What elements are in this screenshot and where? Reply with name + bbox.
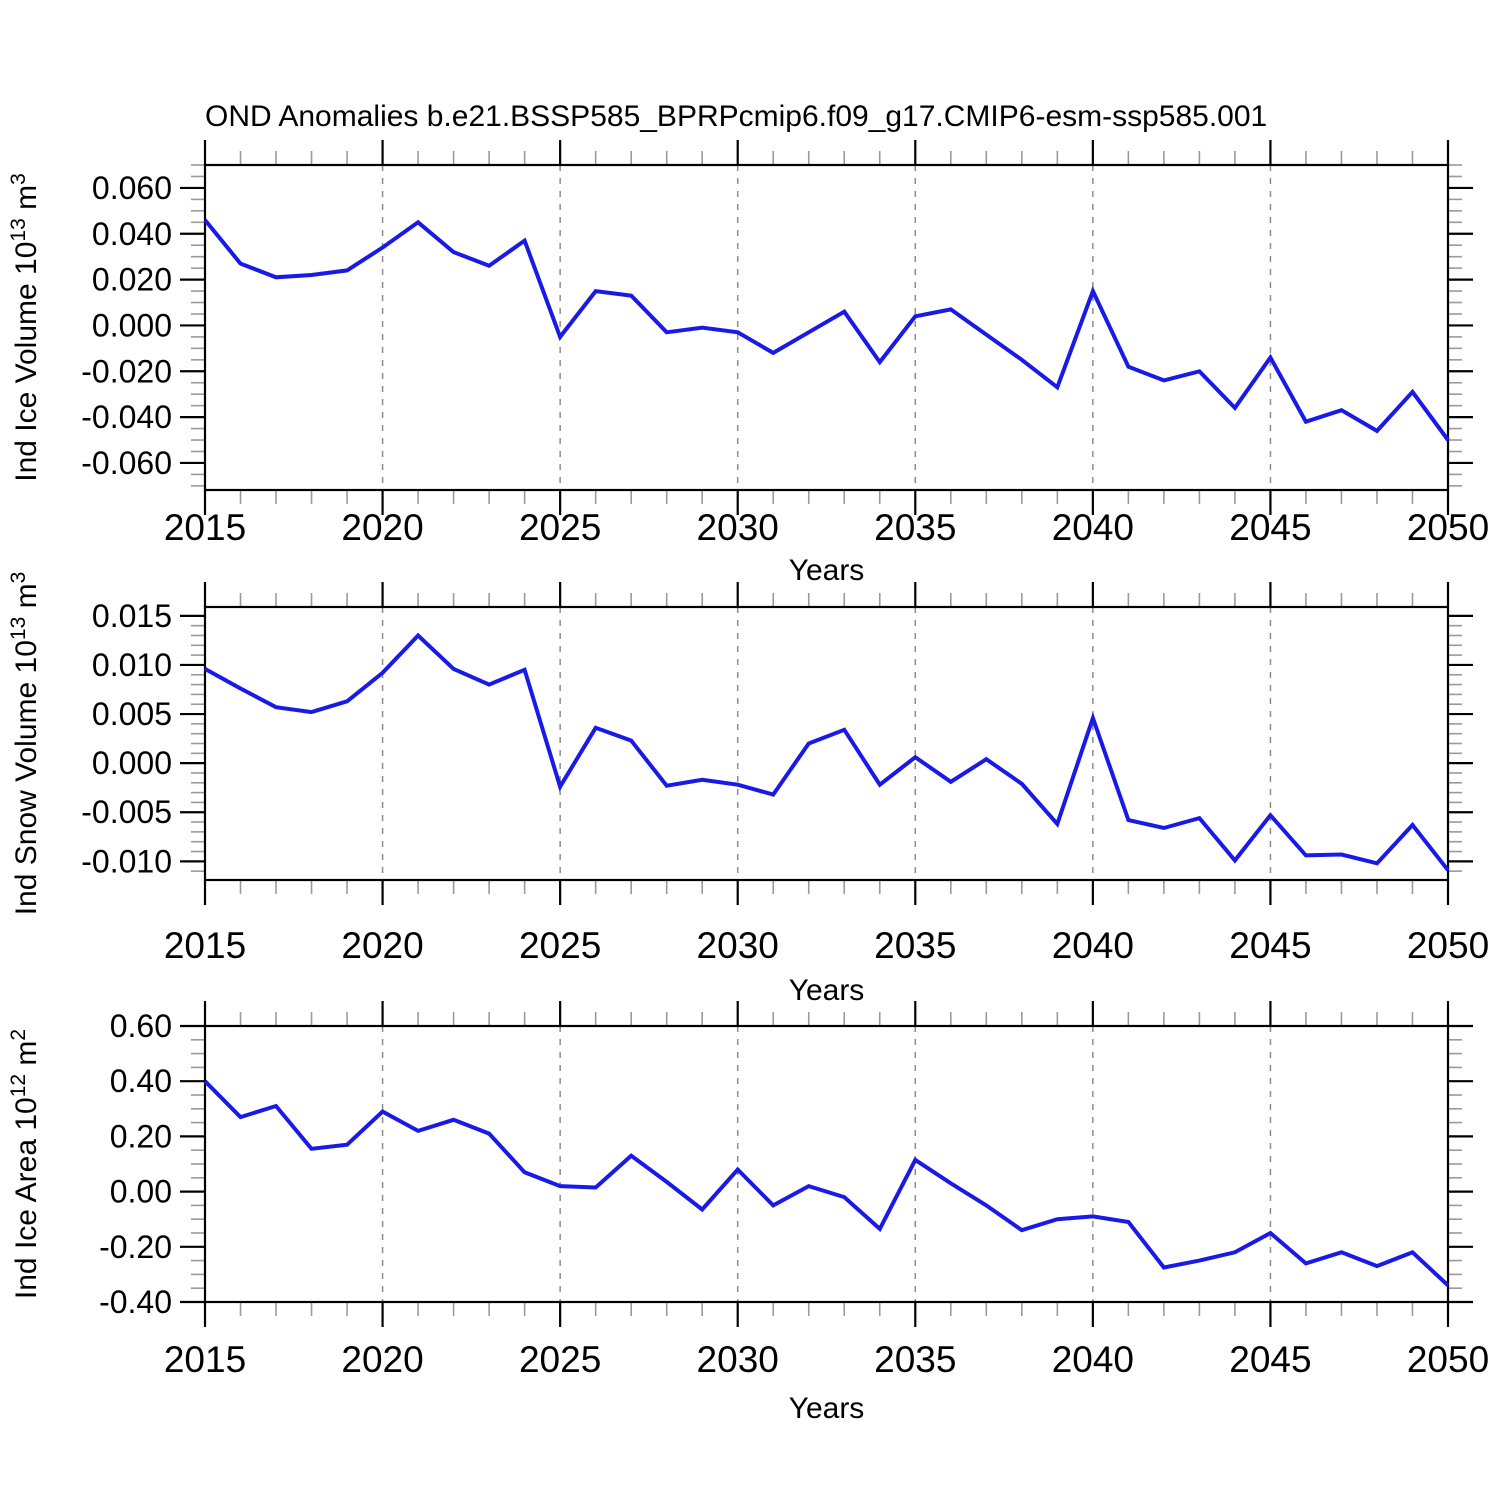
x-tick-label: 2040 <box>1052 1339 1134 1380</box>
plot-frame <box>203 1024 1450 1304</box>
y-tick-label: -0.40 <box>99 1284 172 1320</box>
x-axis-title: Years <box>789 974 865 1007</box>
series-line-ind-snow-volume <box>204 632 1450 872</box>
x-tick-label: 2025 <box>519 925 601 966</box>
y-tick-label: 0.010 <box>92 647 172 683</box>
y-tick-label: -0.20 <box>99 1229 172 1265</box>
x-tick-label: 2045 <box>1229 925 1311 966</box>
y-tick-labels: 0.60 0.40 0.20 0.00 -0.20 -0.40 <box>99 1008 172 1320</box>
y-tick-label: 0.015 <box>92 598 172 634</box>
y-axis-title: Ind Snow Volume 1013 m3 <box>7 572 43 916</box>
x-tick-label: 2030 <box>697 507 779 548</box>
x-tick-label: 2035 <box>874 507 956 548</box>
y-tick-label: 0.00 <box>110 1174 172 1210</box>
x-axis-title: Years <box>789 554 865 587</box>
x-axis-ticks <box>203 140 1450 515</box>
y-axis-ticks <box>180 164 1473 487</box>
x-tick-label: 2015 <box>164 507 246 548</box>
x-tick-label: 2015 <box>164 1339 246 1380</box>
y-tick-label: 0.020 <box>92 262 172 298</box>
y-axis-title: Ind Ice Area 1012 m2 <box>7 1029 43 1299</box>
y-tick-labels: 0.015 0.010 0.005 0.000 -0.005 -0.010 <box>81 598 172 880</box>
x-tick-label: 2035 <box>874 1339 956 1380</box>
x-axis-ticks <box>203 582 1450 905</box>
x-tick-label: 2050 <box>1407 1339 1489 1380</box>
y-tick-label: 0.000 <box>92 307 172 343</box>
x-tick-label: 2020 <box>341 1339 423 1380</box>
y-tick-label: 0.60 <box>110 1008 172 1044</box>
series-line-ind-ice-area <box>203 1079 1450 1287</box>
y-tick-label: 0.40 <box>110 1063 172 1099</box>
series-line-ind-ice-volume <box>203 218 1450 442</box>
y-axis-title: Ind Ice Volume 1013 m3 <box>7 173 43 482</box>
y-axis-ticks <box>180 1024 1473 1304</box>
y-tick-label: 0.060 <box>92 170 172 206</box>
y-tick-label: 0.20 <box>110 1118 172 1154</box>
x-tick-label: 2040 <box>1052 925 1134 966</box>
y-axis-ticks <box>180 614 1473 872</box>
x-tick-label: 2030 <box>697 1339 779 1380</box>
y-tick-label: -0.040 <box>81 399 172 435</box>
y-tick-label: 0.040 <box>92 216 172 252</box>
x-tick-label: 2050 <box>1407 925 1489 966</box>
x-tick-labels: 2015 2020 2025 2030 2035 2040 2045 2050 <box>164 925 1489 966</box>
y-tick-labels: 0.060 0.040 0.020 0.000 -0.020 -0.040 -0.060 <box>81 170 172 481</box>
x-tick-labels: 2015 2020 2025 2030 2035 2040 2045 2050 <box>164 1339 1489 1380</box>
x-tick-label: 2020 <box>341 925 423 966</box>
y-tick-label: -0.020 <box>81 353 172 389</box>
gridlines <box>381 607 1272 880</box>
x-tick-label: 2015 <box>164 925 246 966</box>
x-tick-label: 2045 <box>1229 507 1311 548</box>
x-axis-ticks <box>203 1001 1450 1327</box>
gridlines <box>381 165 1272 490</box>
y-tick-label: -0.005 <box>81 794 172 830</box>
figure-title: OND Anomalies b.e21.BSSP585_BPRPcmip6.f0… <box>205 100 1268 133</box>
x-tick-label: 2035 <box>874 925 956 966</box>
panel-ind-snow-volume: 0.015 0.010 0.005 0.000 -0.005 -0.010 2015 2020… <box>7 572 1489 1007</box>
x-tick-label: 2030 <box>697 925 779 966</box>
x-tick-label: 2050 <box>1407 507 1489 548</box>
x-tick-label: 2045 <box>1229 1339 1311 1380</box>
x-tick-label: 2020 <box>341 507 423 548</box>
plot-frame <box>203 605 1450 882</box>
y-tick-label: 0.005 <box>92 696 172 732</box>
x-tick-labels: 2015 2020 2025 2030 2035 2040 2045 2050 <box>164 507 1489 548</box>
panel-ind-ice-volume: 0.060 0.040 0.020 0.000 -0.020 -0.040 -0.060 20… <box>7 140 1489 587</box>
x-tick-label: 2025 <box>519 507 601 548</box>
y-tick-label: 0.000 <box>92 745 172 781</box>
x-axis-title: Years <box>789 1392 865 1425</box>
y-tick-label: -0.010 <box>81 843 172 879</box>
x-tick-label: 2040 <box>1052 507 1134 548</box>
y-tick-label: -0.060 <box>81 445 172 481</box>
plot-frame <box>203 163 1450 492</box>
x-tick-label: 2025 <box>519 1339 601 1380</box>
